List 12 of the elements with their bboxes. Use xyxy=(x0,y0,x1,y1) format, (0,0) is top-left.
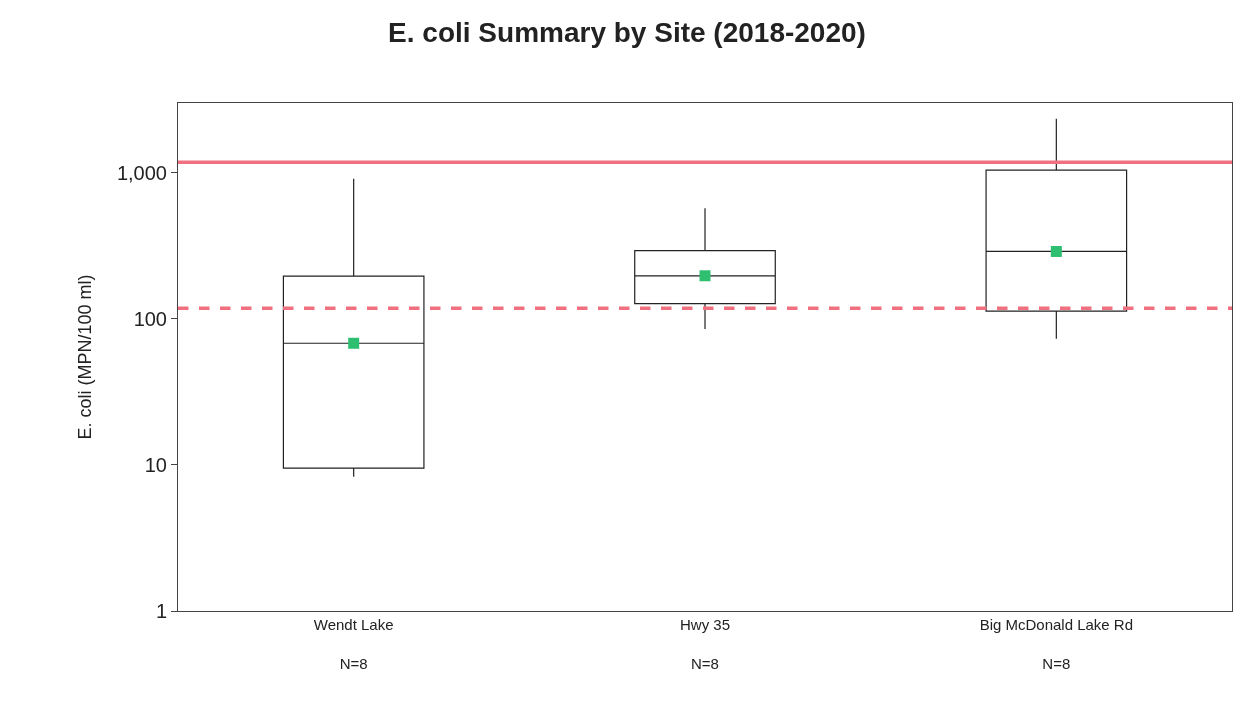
y-tick-label: 1 xyxy=(155,600,167,622)
category-label: Big McDonald Lake Rd N=8 xyxy=(979,616,1134,672)
point xyxy=(348,337,360,349)
category-label: Hwy 35 N=8 xyxy=(679,616,731,672)
point xyxy=(699,270,711,282)
y-tick-label: 1,000 xyxy=(116,161,167,184)
chart-title: E. coli Summary by Site (2018-2020) xyxy=(388,17,866,49)
y-axis-title: E. coli (MPN/100 ml) xyxy=(75,274,96,440)
category-label: Wendt Lake N=8 xyxy=(313,616,394,672)
y-tick-label: 100 xyxy=(133,307,167,330)
y-tick-label: 10 xyxy=(144,453,167,476)
point xyxy=(1050,245,1062,257)
